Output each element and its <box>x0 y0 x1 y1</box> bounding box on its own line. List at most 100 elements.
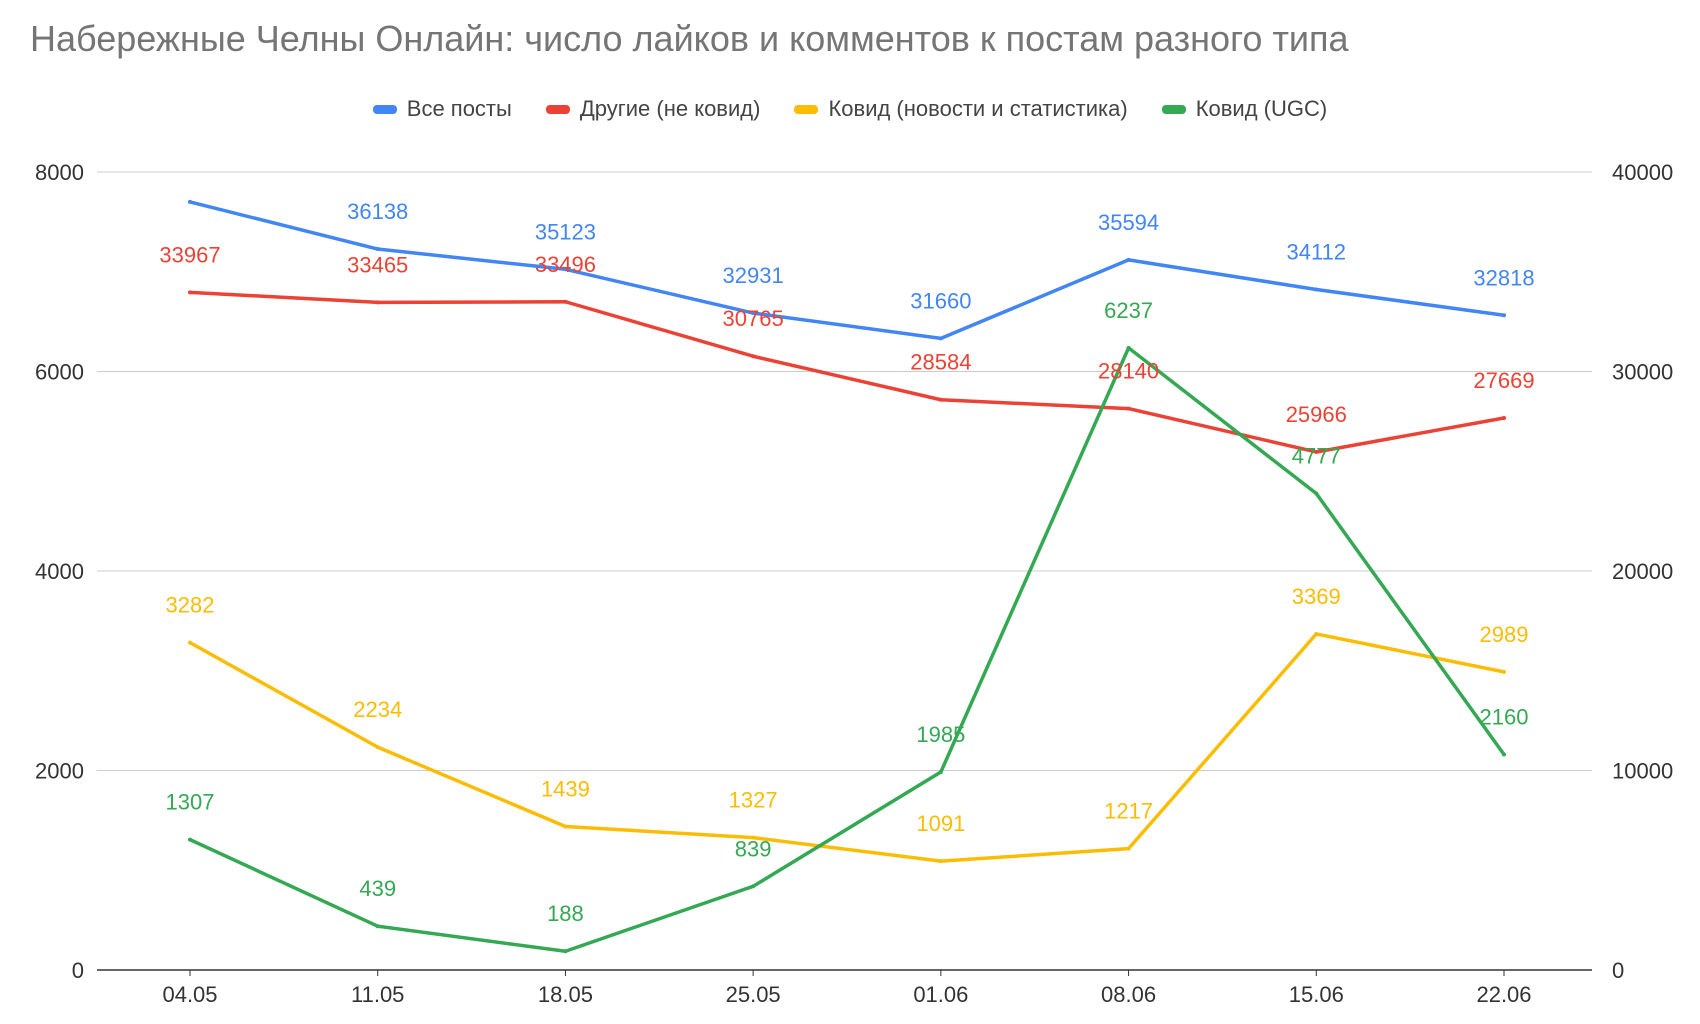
data-point <box>1126 846 1131 851</box>
legend-swatch <box>794 104 819 114</box>
data-point <box>1126 345 1131 350</box>
data-label: 31660 <box>910 288 971 313</box>
data-label: 35594 <box>1098 210 1159 235</box>
x-tick-label: 11.05 <box>351 982 404 1007</box>
data-label: 33967 <box>159 242 220 267</box>
y-right-tick-label: 40000 <box>1612 160 1673 185</box>
data-label: 28584 <box>910 350 971 375</box>
data-point <box>188 837 192 842</box>
legend-label: Ковид (UGC) <box>1195 96 1328 121</box>
data-label: 1327 <box>729 788 778 813</box>
y-left-tick-label: 6000 <box>35 360 84 385</box>
series-line-3 <box>189 632 1505 863</box>
x-tick-label: 18.05 <box>538 982 593 1007</box>
chart-title: Набережные Челны Онлайн: число лайков и … <box>30 18 1349 59</box>
data-point <box>751 311 756 316</box>
data-label: 6237 <box>1104 298 1153 323</box>
data-label: 1307 <box>166 790 215 815</box>
data-point <box>563 299 568 304</box>
data-point <box>1126 406 1131 411</box>
data-label: 1985 <box>916 722 965 747</box>
y-right-tick-label: 0 <box>1612 958 1624 983</box>
y-right-tick-label: 30000 <box>1612 360 1673 385</box>
data-point <box>375 924 380 929</box>
data-point <box>1502 313 1506 318</box>
x-tick-label: 15.06 <box>1289 982 1344 1007</box>
data-point <box>751 835 756 840</box>
data-point <box>938 397 943 402</box>
y-left-tick-label: 4000 <box>35 559 84 584</box>
legend-label: Все посты <box>406 96 512 121</box>
data-point <box>1502 752 1506 757</box>
legend-swatch <box>372 104 397 114</box>
data-point <box>375 247 380 252</box>
data-point <box>1314 287 1319 292</box>
legend-label: Ковид (новости и статистика) <box>828 96 1128 121</box>
data-label: 30765 <box>723 306 784 331</box>
data-label: 4777 <box>1292 443 1341 468</box>
legend-item: Ковид (новости и статистика) <box>794 96 1128 122</box>
data-point <box>751 884 756 889</box>
data-point <box>563 824 568 829</box>
data-point <box>188 290 192 295</box>
data-label: 33465 <box>347 252 408 277</box>
y-left-tick-label: 8000 <box>35 160 84 185</box>
x-tick-label: 01.06 <box>913 982 968 1007</box>
legend-item: Другие (не ковид) <box>545 96 761 122</box>
data-point <box>1126 257 1131 262</box>
data-label: 35123 <box>535 219 596 244</box>
data-point <box>938 859 943 864</box>
data-label: 36138 <box>347 199 408 224</box>
data-label: 27669 <box>1473 368 1534 393</box>
data-label: 32818 <box>1473 265 1534 290</box>
data-label: 2160 <box>1480 705 1529 730</box>
data-label: 2234 <box>353 697 402 722</box>
data-point <box>1314 449 1319 454</box>
data-point <box>188 199 192 204</box>
y-right-tick-label: 10000 <box>1612 759 1673 784</box>
data-point <box>563 267 568 272</box>
data-label: 28140 <box>1098 359 1159 384</box>
legend-item: Все посты <box>372 96 512 122</box>
legend-item: Ковид (UGC) <box>1161 96 1328 122</box>
data-point <box>1502 416 1506 421</box>
x-tick-label: 22.06 <box>1476 982 1531 1007</box>
data-label: 839 <box>735 836 772 861</box>
series-line-2 <box>189 290 1505 454</box>
data-label: 25966 <box>1286 402 1347 427</box>
data-label: 33496 <box>535 252 596 277</box>
legend-swatch <box>1161 104 1186 114</box>
series-line-4 <box>189 346 1506 953</box>
y-left-tick-label: 2000 <box>35 759 84 784</box>
data-point <box>375 300 380 305</box>
data-point <box>1314 491 1319 496</box>
legend-swatch <box>545 104 570 114</box>
data-label: 34112 <box>1287 239 1347 264</box>
data-label: 3369 <box>1292 584 1341 609</box>
data-label: 1217 <box>1104 799 1153 824</box>
series-line-1 <box>189 200 1505 341</box>
data-label: 1439 <box>541 776 590 801</box>
y-left-tick-label: 0 <box>72 958 84 983</box>
data-label: 1091 <box>916 811 965 836</box>
data-point <box>1314 631 1319 636</box>
x-tick-label: 25.05 <box>726 982 781 1007</box>
data-label: 2989 <box>1480 622 1529 647</box>
data-point <box>375 745 380 750</box>
data-point <box>751 354 756 359</box>
data-point <box>1502 669 1506 674</box>
data-label: 188 <box>547 901 584 926</box>
data-label: 32931 <box>723 263 784 288</box>
data-point <box>938 769 943 774</box>
legend: Все посты Другие (не ковид) Ковид (новости… <box>0 96 1700 122</box>
y-right-tick-label: 20000 <box>1612 559 1673 584</box>
data-label: 3282 <box>166 593 215 618</box>
legend-label: Другие (не ковид) <box>579 96 761 121</box>
data-point <box>563 949 568 954</box>
data-label: 439 <box>359 876 396 901</box>
data-point <box>938 336 943 341</box>
data-point <box>188 640 192 645</box>
x-tick-label: 04.05 <box>162 982 217 1007</box>
